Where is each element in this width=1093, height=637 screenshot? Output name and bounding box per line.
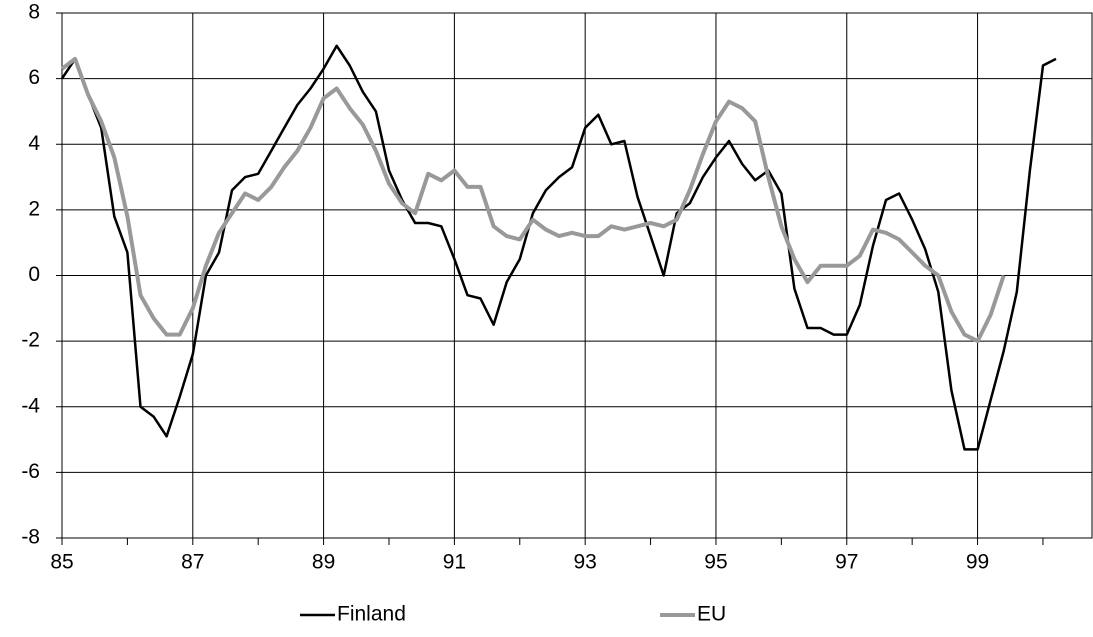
y-tick-label: -6 bbox=[21, 460, 40, 483]
data-line bbox=[60, 56, 1006, 344]
x-tick-label: 93 bbox=[573, 551, 596, 574]
x-tick-label: 97 bbox=[835, 551, 858, 574]
x-tick-label: 95 bbox=[704, 551, 727, 574]
y-tick-label: 8 bbox=[28, 1, 40, 24]
y-tick-label: -8 bbox=[21, 526, 40, 549]
x-tick-label: 99 bbox=[966, 551, 989, 574]
y-tick-label: 6 bbox=[28, 66, 40, 89]
plot-frame bbox=[61, 12, 1093, 539]
y-tick-label: 4 bbox=[28, 132, 40, 155]
legend-label: Finland bbox=[337, 603, 406, 626]
x-tick-label: 87 bbox=[181, 551, 204, 574]
y-tick-label: -2 bbox=[21, 329, 40, 352]
y-tick-label: 0 bbox=[28, 263, 40, 286]
x-tick-label: 91 bbox=[443, 551, 466, 574]
data-line bbox=[60, 44, 1057, 451]
x-tick-label: 85 bbox=[50, 551, 73, 574]
legend-label: EU bbox=[697, 603, 726, 626]
y-tick-label: -4 bbox=[21, 394, 40, 417]
x-tick-label: 89 bbox=[312, 551, 335, 574]
y-tick-label: 2 bbox=[28, 197, 40, 220]
